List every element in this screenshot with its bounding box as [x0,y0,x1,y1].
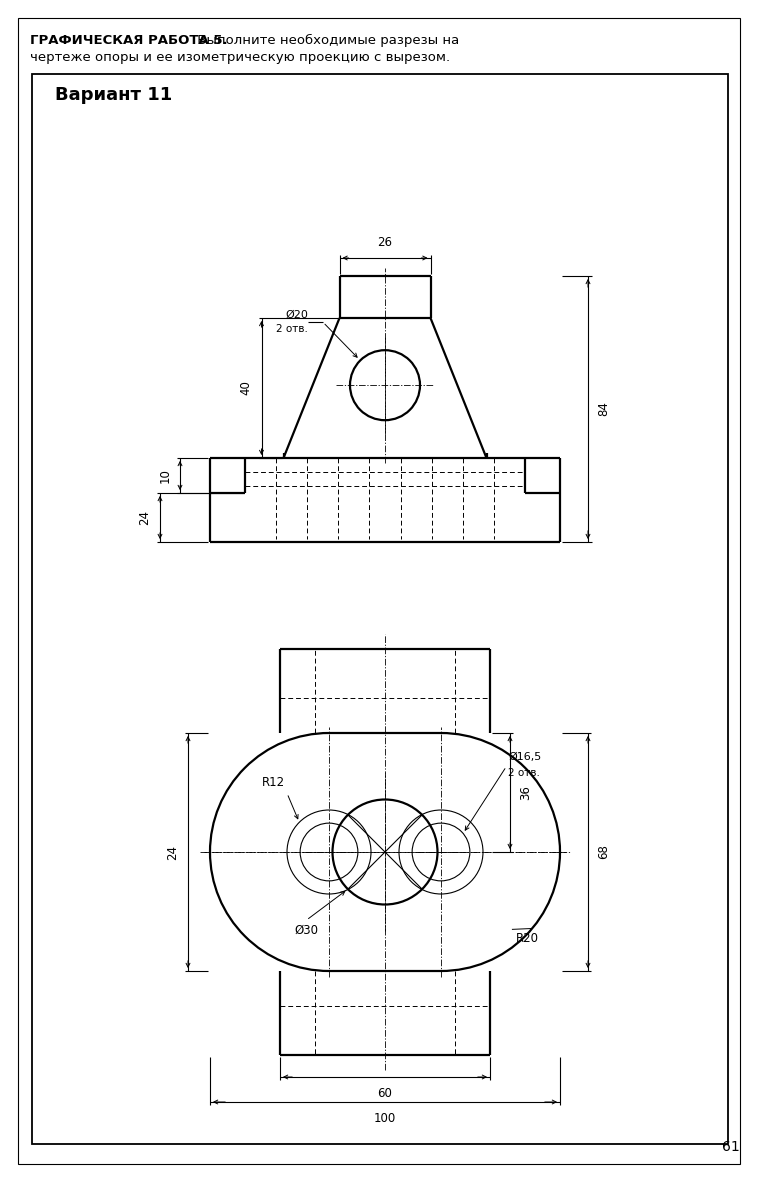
Text: 36: 36 [519,785,532,800]
Text: 60: 60 [378,1087,392,1100]
Text: 100: 100 [374,1112,396,1125]
Text: чертеже опоры и ее изометрическую проекцию с вырезом.: чертеже опоры и ее изометрическую проекц… [30,51,450,64]
Text: Ø30: Ø30 [294,924,318,937]
Text: 84: 84 [597,402,610,416]
Text: 10: 10 [159,468,172,483]
Text: 40: 40 [239,381,252,396]
Text: 24: 24 [138,509,151,525]
Text: 2 отв.: 2 отв. [508,768,540,778]
Text: 68: 68 [597,845,610,859]
Text: 2 отв.: 2 отв. [276,324,308,335]
Text: ГРАФИЧЕСКАЯ РАБОТА 5.: ГРАФИЧЕСКАЯ РАБОТА 5. [30,34,228,47]
Text: 26: 26 [378,236,392,249]
Text: Вариант 11: Вариант 11 [55,86,173,104]
Text: Ø20: Ø20 [285,310,308,320]
Text: Выполните необходимые разрезы на: Выполните необходимые разрезы на [193,34,459,47]
Text: Ø16,5: Ø16,5 [508,752,542,762]
Text: R20: R20 [515,933,538,946]
Text: 24: 24 [166,844,179,859]
Text: R12: R12 [262,777,285,790]
Text: 61: 61 [722,1139,740,1154]
